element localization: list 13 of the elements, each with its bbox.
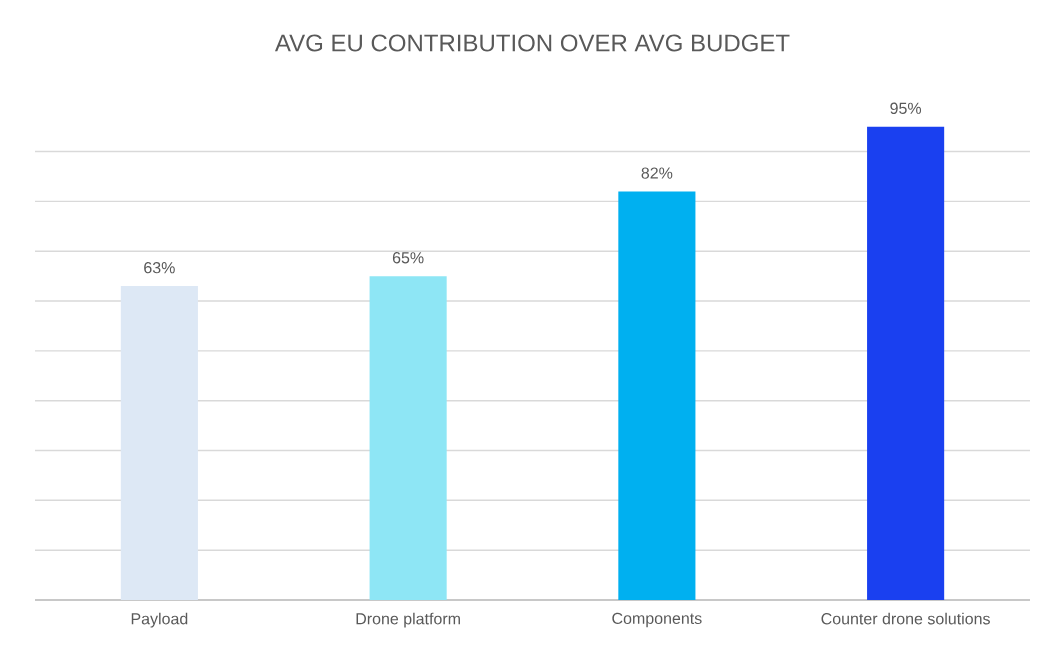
bar: [369, 276, 447, 600]
data-label: 95%: [890, 102, 922, 114]
data-label: 63%: [144, 262, 175, 274]
x-tick-label: Payload: [131, 612, 188, 628]
data-label: 82%: [641, 167, 673, 179]
x-tick-label: Counter drone solutions: [821, 612, 990, 625]
bar: [867, 126, 945, 600]
chart-title: AVG EU CONTRIBUTION OVER AVG BUDGET: [274, 34, 790, 52]
x-tick-label: Drone platform: [356, 612, 460, 628]
x-tick-label: Components: [612, 612, 702, 628]
data-label: 65%: [392, 252, 424, 264]
bar: [120, 286, 198, 600]
bar: [618, 191, 696, 600]
